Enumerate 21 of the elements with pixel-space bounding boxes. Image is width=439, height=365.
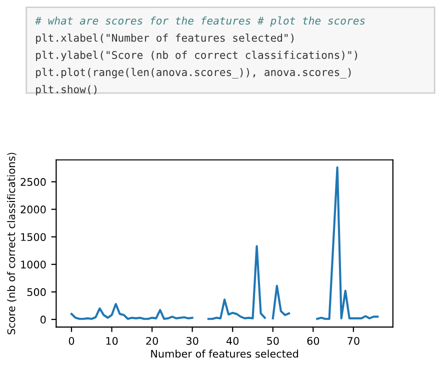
x-axis-title: Number of features selected	[151, 350, 298, 358]
x-tick-label: 60	[307, 336, 320, 345]
x-tick-label: 0	[68, 336, 74, 345]
y-tick-label: 2000	[20, 206, 46, 214]
x-tick-label: 50	[267, 336, 279, 345]
text: # what are scores for the features # plot the scores	[35, 16, 365, 27]
y-tick-label: 1000	[21, 260, 46, 268]
text: plt.ylabel("Score (nb of correct classifications)")	[36, 50, 358, 62]
text: plt.plot(range(len(anova.scores_)), anova.scores_)	[36, 68, 351, 78]
y-tick-label: 2500	[20, 178, 46, 186]
x-tick-label: 10	[106, 336, 118, 345]
x-tick-label: 20	[146, 336, 158, 345]
y-axis-title: Score (nb of correct classifications)	[7, 152, 16, 334]
x-tick-label: 70	[348, 336, 360, 345]
y-tick-label: 1500	[21, 233, 46, 241]
x-tick-label: 40	[226, 336, 239, 345]
text: plt.xlabel("Number of features selected")	[36, 34, 294, 44]
y-tick-label: 500	[27, 288, 46, 296]
text: plt.show()	[36, 85, 96, 96]
y-tick-label: 0	[40, 316, 46, 324]
x-tick-label: 30	[186, 336, 198, 345]
